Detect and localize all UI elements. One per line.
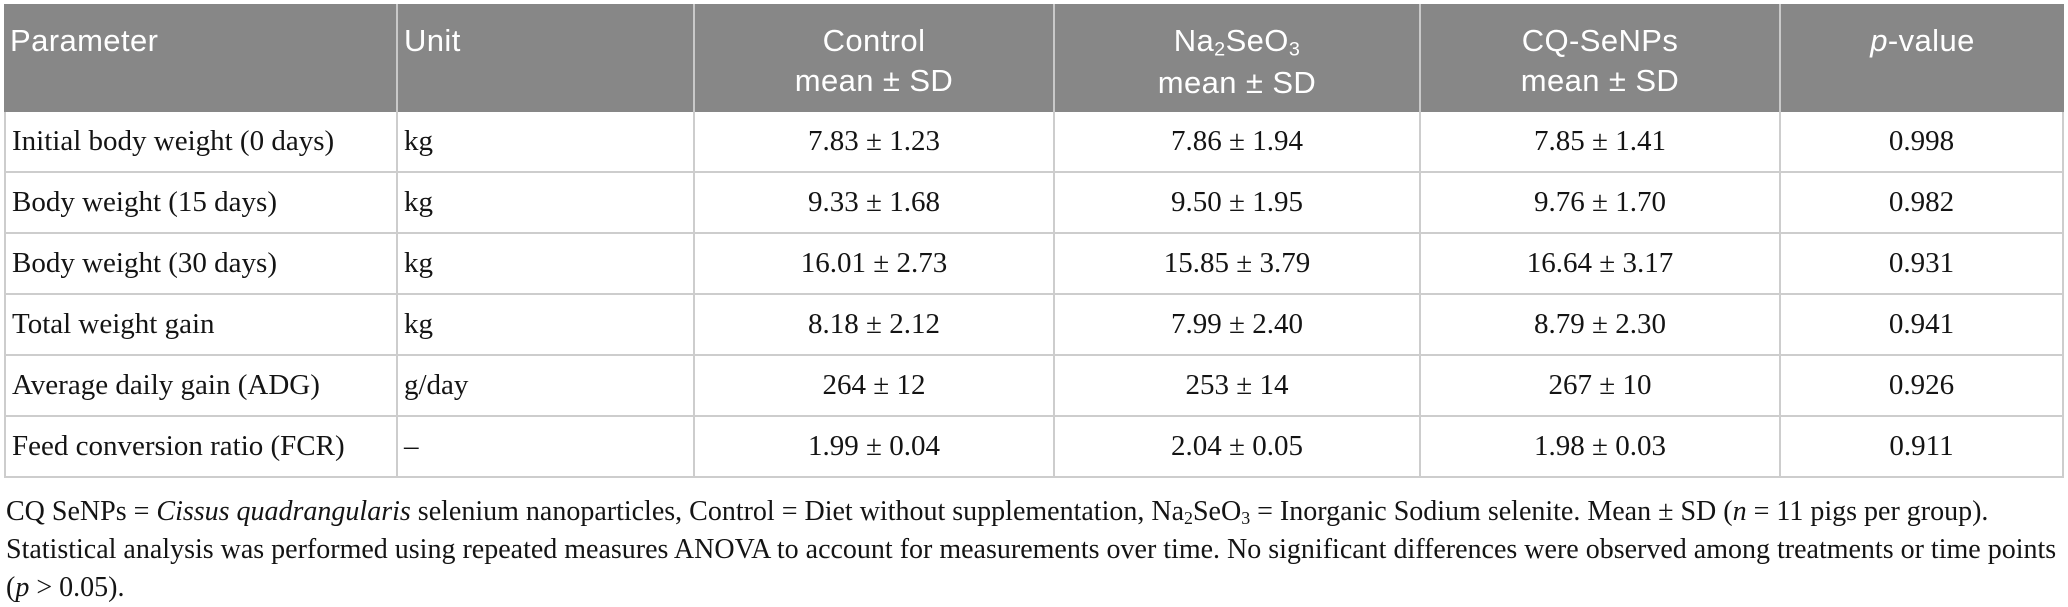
cell-parameter: Average daily gain (ADG): [4, 356, 396, 417]
cell-parameter: Feed conversion ratio (FCR): [4, 417, 396, 478]
cell-unit: kg: [396, 173, 693, 234]
col-header-na2seo3: Na2SeO3 mean ± SD: [1053, 4, 1419, 112]
cell-control: 9.33 ± 1.68: [693, 173, 1053, 234]
table-header-row: Parameter Unit Control mean ± SD Na2SeO3 m…: [4, 4, 2064, 112]
cell-cq-senps: 9.76 ± 1.70: [1419, 173, 1779, 234]
cell-p-value: 0.926: [1779, 356, 2064, 417]
table-row: Initial body weight (0 days) kg 7.83 ± 1…: [4, 112, 2064, 173]
col-header-cq-senps: CQ-SeNPs mean ± SD: [1419, 4, 1779, 112]
cell-na2seo3: 15.85 ± 3.79: [1053, 234, 1419, 295]
cell-unit: kg: [396, 295, 693, 356]
cell-p-value: 0.911: [1779, 417, 2064, 478]
cell-cq-senps: 7.85 ± 1.41: [1419, 112, 1779, 173]
col-header-control: Control mean ± SD: [693, 4, 1053, 112]
cell-parameter: Body weight (15 days): [4, 173, 396, 234]
cell-na2seo3: 7.99 ± 2.40: [1053, 295, 1419, 356]
cell-p-value: 0.941: [1779, 295, 2064, 356]
cell-cq-senps: 267 ± 10: [1419, 356, 1779, 417]
cell-control: 1.99 ± 0.04: [693, 417, 1053, 478]
cell-parameter: Initial body weight (0 days): [4, 112, 396, 173]
cell-na2seo3: 253 ± 14: [1053, 356, 1419, 417]
col-header-parameter: Parameter: [4, 4, 396, 112]
cell-na2seo3: 2.04 ± 0.05: [1053, 417, 1419, 478]
cell-p-value: 0.982: [1779, 173, 2064, 234]
cell-control: 264 ± 12: [693, 356, 1053, 417]
cell-control: 16.01 ± 2.73: [693, 234, 1053, 295]
col-header-unit: Unit: [396, 4, 693, 112]
cell-unit: g/day: [396, 356, 693, 417]
table-row: Body weight (15 days) kg 9.33 ± 1.68 9.5…: [4, 173, 2064, 234]
cell-na2seo3: 7.86 ± 1.94: [1053, 112, 1419, 173]
cell-cq-senps: 8.79 ± 2.30: [1419, 295, 1779, 356]
table-footnote: CQ SeNPs = Cissus quadrangularis seleniu…: [6, 496, 2057, 604]
cell-control: 8.18 ± 2.12: [693, 295, 1053, 356]
cell-cq-senps: 1.98 ± 0.03: [1419, 417, 1779, 478]
table-row: Feed conversion ratio (FCR) – 1.99 ± 0.0…: [4, 417, 2064, 478]
cell-unit: kg: [396, 234, 693, 295]
cell-cq-senps: 16.64 ± 3.17: [1419, 234, 1779, 295]
growth-performance-table: Parameter Unit Control mean ± SD Na2SeO3 m…: [4, 4, 2064, 478]
cell-parameter: Body weight (30 days): [4, 234, 396, 295]
table-row: Body weight (30 days) kg 16.01 ± 2.73 15…: [4, 234, 2064, 295]
cell-p-value: 0.998: [1779, 112, 2064, 173]
cell-na2seo3: 9.50 ± 1.95: [1053, 173, 1419, 234]
col-header-p-value: p-value: [1779, 4, 2064, 112]
table-row: Total weight gain kg 8.18 ± 2.12 7.99 ± …: [4, 295, 2064, 356]
cell-unit: –: [396, 417, 693, 478]
table-row: Average daily gain (ADG) g/day 264 ± 12 …: [4, 356, 2064, 417]
cell-unit: kg: [396, 112, 693, 173]
cell-p-value: 0.931: [1779, 234, 2064, 295]
cell-control: 7.83 ± 1.23: [693, 112, 1053, 173]
cell-parameter: Total weight gain: [4, 295, 396, 356]
